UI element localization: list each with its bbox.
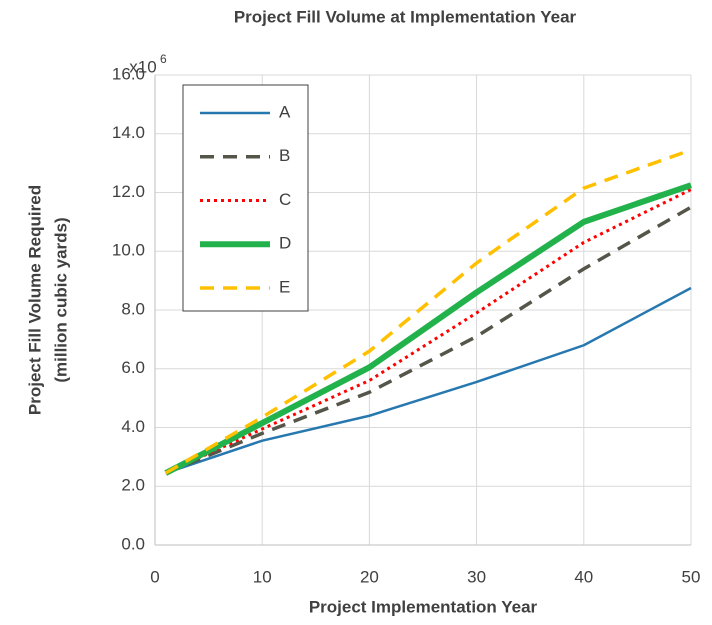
y-tick-label: 6.0	[121, 358, 145, 377]
y-tick-label: 14.0	[112, 123, 145, 142]
series-line	[164, 182, 692, 476]
x-tick-label: 40	[574, 567, 593, 586]
y-tick-label: 0.0	[121, 534, 145, 553]
y-tick-label: 2.0	[121, 476, 145, 495]
x-tick-label: 50	[682, 567, 701, 586]
y-axis-label: (million cubic yards)	[51, 217, 70, 382]
y-tick-label: 12.0	[112, 182, 145, 201]
x-tick-label: 10	[253, 567, 272, 586]
y-tick-label: 8.0	[121, 299, 145, 318]
series-line	[165, 205, 692, 475]
legend-box	[182, 84, 309, 312]
y-multiplier: x10	[129, 57, 156, 76]
series-line	[164, 148, 692, 475]
y-tick-label: 4.0	[121, 417, 145, 436]
y-multiplier-exponent: 6	[160, 52, 167, 66]
y-tick-label: 16.0	[112, 64, 145, 83]
x-tick-label: 20	[360, 567, 379, 586]
y-axis-label: Project Fill Volume Required	[25, 185, 44, 415]
x-axis-label: Project Implementation Year	[309, 597, 538, 616]
legend-label: C	[279, 190, 291, 209]
y-tick-label: 10.0	[112, 241, 145, 260]
legend-label: E	[279, 277, 290, 296]
legend-label: A	[279, 102, 291, 121]
series-line	[165, 188, 692, 475]
series-line	[165, 286, 692, 475]
legend-label: D	[279, 234, 291, 253]
legend-label: B	[279, 146, 290, 165]
x-tick-label: 30	[467, 567, 486, 586]
chart-title: Project Fill Volume at Implementation Ye…	[234, 7, 577, 26]
x-tick-label: 0	[150, 567, 159, 586]
